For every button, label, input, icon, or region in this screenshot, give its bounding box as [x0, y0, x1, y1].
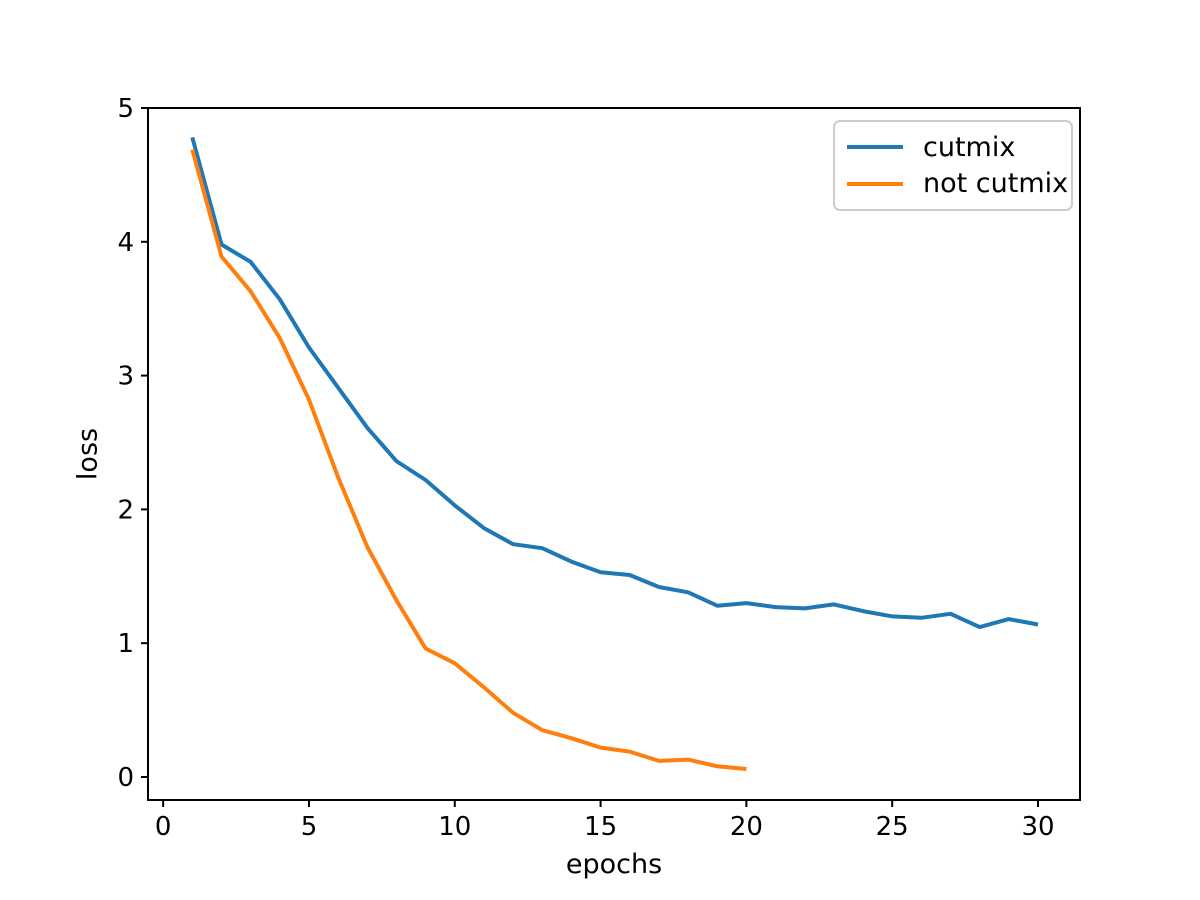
y-tick-label: 3	[117, 362, 134, 392]
line-cutmix	[190, 136, 1039, 630]
x-tick-label: 20	[730, 812, 763, 842]
y-tick-label: 1	[117, 629, 134, 659]
legend-label-not-cutmix: not cutmix	[923, 168, 1069, 200]
x-tick-label: 5	[301, 812, 318, 842]
legend-item-not-cutmix: not cutmix	[847, 168, 1068, 199]
y-tick-label: 5	[117, 94, 134, 124]
cutmix-line-swatch	[847, 145, 903, 150]
y-tick-label: 2	[117, 495, 134, 525]
axes-spines	[147, 107, 1081, 801]
line-not-cutmix	[190, 148, 747, 771]
x-tick-label: 15	[584, 812, 617, 842]
y-tick-label: 4	[117, 228, 134, 258]
legend: cutmix not cutmix	[833, 120, 1073, 211]
x-tick-label: 10	[438, 812, 471, 842]
x-tick-label: 30	[1021, 812, 1054, 842]
x-tick-label: 0	[155, 812, 172, 842]
legend-item-cutmix: cutmix	[847, 132, 1059, 163]
x-tick-label: 25	[876, 812, 909, 842]
not-cutmix-line-swatch	[847, 181, 903, 186]
y-tick-label: 0	[117, 763, 134, 793]
x-axis-label: epochs	[565, 849, 663, 880]
y-axis-label: loss	[72, 427, 104, 481]
legend-label-cutmix: cutmix	[923, 131, 1016, 163]
